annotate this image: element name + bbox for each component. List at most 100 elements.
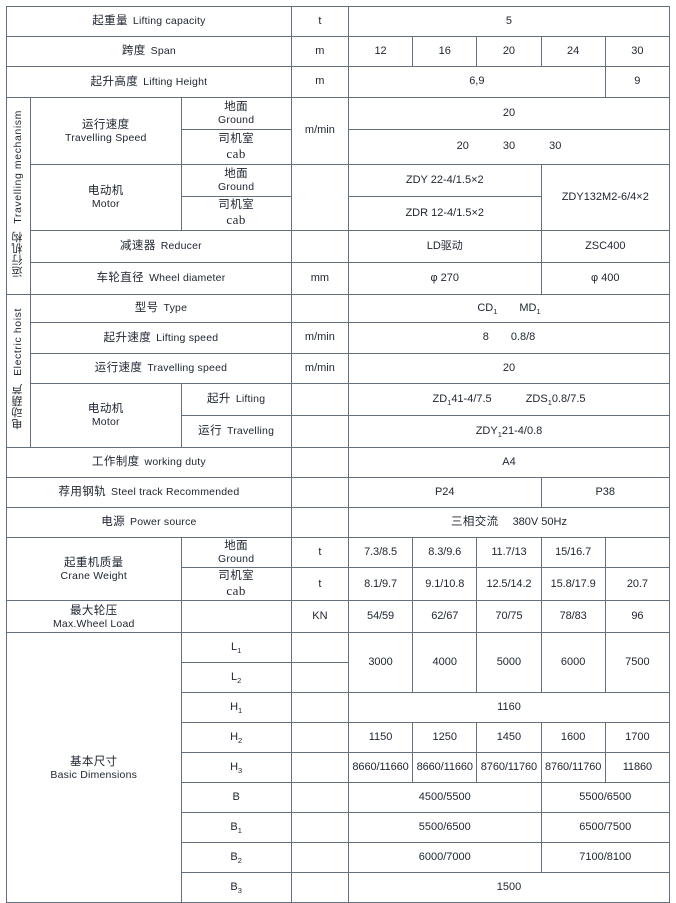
row-lifting-capacity: 起重量 Lifting capacity t 5 <box>6 6 671 37</box>
label-en: Motor <box>91 198 120 211</box>
group-label-en: Basic Dimensions <box>50 768 138 781</box>
row-hoist-travelling-speed: 运行速度 Travelling speed m/min 20 <box>7 353 671 384</box>
unit-steel-track <box>290 477 349 508</box>
value-reducer-right: ZSC400 <box>540 230 671 263</box>
dim-L-16: 4000 <box>412 632 478 694</box>
row-dim-B: B 4500/5500 5500/6500 <box>7 782 671 814</box>
group-travelling-mechanism: 运行机构 Travelling mechanism <box>5 97 32 295</box>
sublabel-cn: 司机室 <box>218 199 254 212</box>
row-hoist-lifting-speed: 起升速度 Lifting speed m/min 8 0.8/8 <box>7 322 671 354</box>
dim-symbol-H2: H2 <box>180 722 292 754</box>
label-en: Crane Weight <box>60 569 127 582</box>
group-label-rotated: 运行机构 Travelling mechanism <box>11 110 26 277</box>
lifting-speed-1: 8 <box>482 331 489 344</box>
value-hoist-motor-travelling: ZDY121-4/0.8 <box>347 415 671 448</box>
cab-speed-2: 30 <box>502 140 516 153</box>
sublabel-cab: 司机室 cab <box>180 129 292 165</box>
row-crane-weight-cab: 司机室 cab t 8.1/9.7 9.1/10.8 12.5/14.2 15.… <box>7 566 671 602</box>
dim-L-30: 7500 <box>604 632 671 694</box>
sublabel-max-wheel-load <box>180 600 292 634</box>
label-hoist-type: 型号 Type <box>30 294 292 323</box>
row-power-source: 电源 Power source 三相交流 380V 50Hz <box>6 507 671 538</box>
row-working-duty: 工作制度 working duty A4 <box>6 447 671 478</box>
sublabel-cn: 地面 <box>224 168 249 181</box>
label-cn: 电动机 <box>87 185 124 198</box>
span-value-24: 24 <box>540 36 606 67</box>
unit-max-wheel-load: KN <box>290 600 349 634</box>
unit-working-duty <box>290 447 349 478</box>
unit-travel-motor <box>290 164 349 231</box>
unit-dim-H2 <box>290 722 349 754</box>
label-cn: 电源 <box>101 516 125 529</box>
value-lifting-height-main: 6,9 <box>347 66 606 98</box>
dim-H2-16: 1250 <box>412 722 478 754</box>
value-hoist-lifting-speed: 8 0.8/8 <box>347 322 671 354</box>
crane-weight-cab-20: 12.5/14.2 <box>476 566 542 602</box>
value-travelling-speed-cab: 20 30 30 <box>347 129 671 165</box>
label-en: Max.Wheel Load <box>52 617 135 630</box>
group-label-rotated: 电动葫芦 Electric hoist <box>11 308 26 430</box>
label-en: Lifting Height <box>143 75 208 88</box>
group-label-cn: 电动葫芦 <box>12 383 25 430</box>
label-en: Steel track Recommended <box>111 486 240 499</box>
row-crane-weight-ground: 起重机质量 Crane Weight 地面 Ground t 7.3/8.5 8… <box>6 536 671 602</box>
unit-lifting-capacity: t <box>290 6 349 37</box>
unit-dim-H3 <box>290 752 349 784</box>
value-steel-track-left: P24 <box>347 477 542 508</box>
group-label-cn: 基本尺寸 <box>69 755 118 768</box>
dim-symbol-H1: H1 <box>180 692 292 724</box>
dim-symbol-H3: H3 <box>180 752 292 784</box>
unit-span: m <box>290 36 349 67</box>
dim-L-20: 5000 <box>476 632 542 694</box>
group-label-en: Electric hoist <box>12 307 25 376</box>
label-power-source: 电源 Power source <box>6 507 292 538</box>
max-wheel-load-30: 96 <box>604 600 671 634</box>
sublabel-en: cab <box>226 212 246 228</box>
value-lifting-capacity: 5 <box>347 6 671 37</box>
label-en: Lifting speed <box>156 331 219 344</box>
label-cn: 运行速度 <box>94 362 143 375</box>
sublabel-cn: 地面 <box>224 101 249 114</box>
row-max-wheel-load: 最大轮压 Max.Wheel Load KN 54/59 62/67 70/75… <box>6 600 671 634</box>
unit-travelling-speed: m/min <box>290 97 349 165</box>
crane-weight-cab-24: 15.8/17.9 <box>540 566 606 602</box>
sublabel-en: Travelling <box>226 425 275 438</box>
sublabel-cab: 司机室 cab <box>180 566 292 602</box>
sublabel-cn: 地面 <box>224 540 249 553</box>
value-hoist-type: CD1 MD1 <box>347 294 671 323</box>
unit-hoist-type <box>290 294 349 323</box>
group-electric-hoist: 电动葫芦 Electric hoist <box>5 294 32 448</box>
value-wheel-diameter-right: φ 400 <box>540 262 671 295</box>
crane-weight-cab-12: 8.1/9.7 <box>347 566 414 602</box>
group-label-en: Travelling mechanism <box>12 110 25 224</box>
row-travel-motor-ground: 电动机 Motor 地面 Ground ZDY 22-4/1.5×2 ZDY13… <box>7 164 671 231</box>
dim-symbol-L2: L2 <box>180 662 292 694</box>
label-en: Lifting capacity <box>132 15 206 28</box>
sublabel-en: Lifting <box>235 393 266 406</box>
row-hoist-motor-lifting: 电动机 Motor 起升 Lifting ZD141-4/7.5 ZDS10.8/7… <box>7 383 671 448</box>
label-working-duty: 工作制度 working duty <box>6 447 292 478</box>
sublabel-cn: 司机室 <box>218 570 254 582</box>
row-lifting-height: 起升高度 Lifting Height m 6,9 9 <box>6 66 671 98</box>
crane-weight-cab-30: 20.7 <box>604 566 671 602</box>
label-cn: 减速器 <box>120 240 156 253</box>
value-travel-motor-cab: ZDR 12-4/1.5×2 <box>347 196 542 231</box>
label-cn: 跨度 <box>121 45 146 58</box>
label-en: working duty <box>144 456 206 469</box>
value-steel-track-right: P38 <box>540 477 671 508</box>
dim-B3-value: 1500 <box>347 872 671 903</box>
max-wheel-load-16: 62/67 <box>412 600 478 634</box>
cab-speed-3: 30 <box>549 140 562 153</box>
label-span: 跨度 Span <box>6 36 292 67</box>
value-wheel-diameter-left: φ 270 <box>347 262 542 295</box>
row-dim-B1: B1 5500/6500 6500/7500 <box>7 812 671 844</box>
dim-B2-left: 6000/7000 <box>347 842 542 874</box>
label-cn: 型号 <box>134 302 159 315</box>
row-dim-L1: 基本尺寸 Basic Dimensions L1 3000 4000 5000 … <box>6 632 671 903</box>
label-cn: 荐用钢轨 <box>58 486 107 499</box>
value-hoist-motor-lifting: ZD141-4/7.5 ZDS10.8/7.5 <box>347 383 671 416</box>
dim-B1-left: 5500/6500 <box>347 812 542 844</box>
value-power-source: 三相交流 380V 50Hz <box>347 507 671 538</box>
unit-dim-B1 <box>290 812 349 844</box>
